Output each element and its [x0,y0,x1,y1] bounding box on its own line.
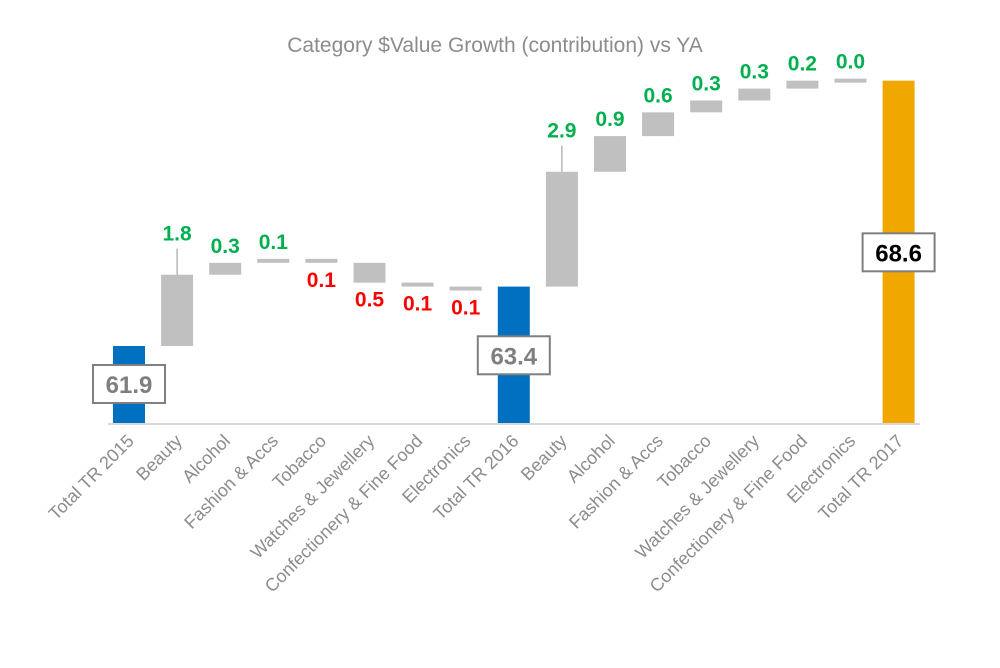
delta-bar [305,258,338,263]
delta-bar [161,274,194,346]
positive-data-label: 1.8 [162,223,192,246]
data-labels: 61.9 1.8 0.3 0.1 0.1 0.5 0.1 0.1 63.4 2.9 0.9 0.6 0.… [92,51,936,404]
category-label: Beauty [132,431,186,485]
total-label-box [92,363,166,404]
delta-bar [786,80,819,89]
positive-data-label: 0.0 [836,51,865,74]
positive-data-label: 0.3 [740,61,769,84]
category-label: Total TR 2016 [429,431,522,524]
total-label-box [861,232,936,273]
category-label: Total TR 2017 [814,431,907,524]
total-label-box [476,335,551,376]
total-data-label: 63.4 [490,343,537,370]
delta-bar [738,88,771,101]
delta-bar [594,136,626,172]
chart-title: Category $Value Growth (contribution) vs… [287,34,703,57]
positive-data-label: 0.3 [211,235,240,258]
category-label: Total TR 2015 [45,431,138,524]
delta-bar [257,258,290,263]
delta-bar [401,282,434,287]
delta-bar [690,100,723,113]
positive-data-label: 0.3 [692,72,721,95]
category-label: Beauty [517,431,571,485]
delta-bar [545,171,578,287]
delta-bar [353,262,386,283]
negative-data-label: 0.5 [355,289,385,312]
positive-data-label: 0.2 [788,53,817,76]
delta-bar [209,262,242,275]
negative-data-label: 0.1 [451,297,481,320]
delta-bar [449,286,482,291]
positive-data-label: 0.1 [259,231,289,254]
negative-data-label: 0.1 [403,293,433,316]
delta-bar [834,78,867,83]
positive-data-label: 0.6 [643,84,672,107]
total-data-label: 61.9 [106,372,153,399]
positive-data-label: 2.9 [547,120,576,143]
positive-data-label: 0.9 [595,108,624,131]
delta-bar [642,112,675,137]
negative-data-label: 0.1 [307,269,337,292]
total-data-label: 68.6 [875,240,922,267]
